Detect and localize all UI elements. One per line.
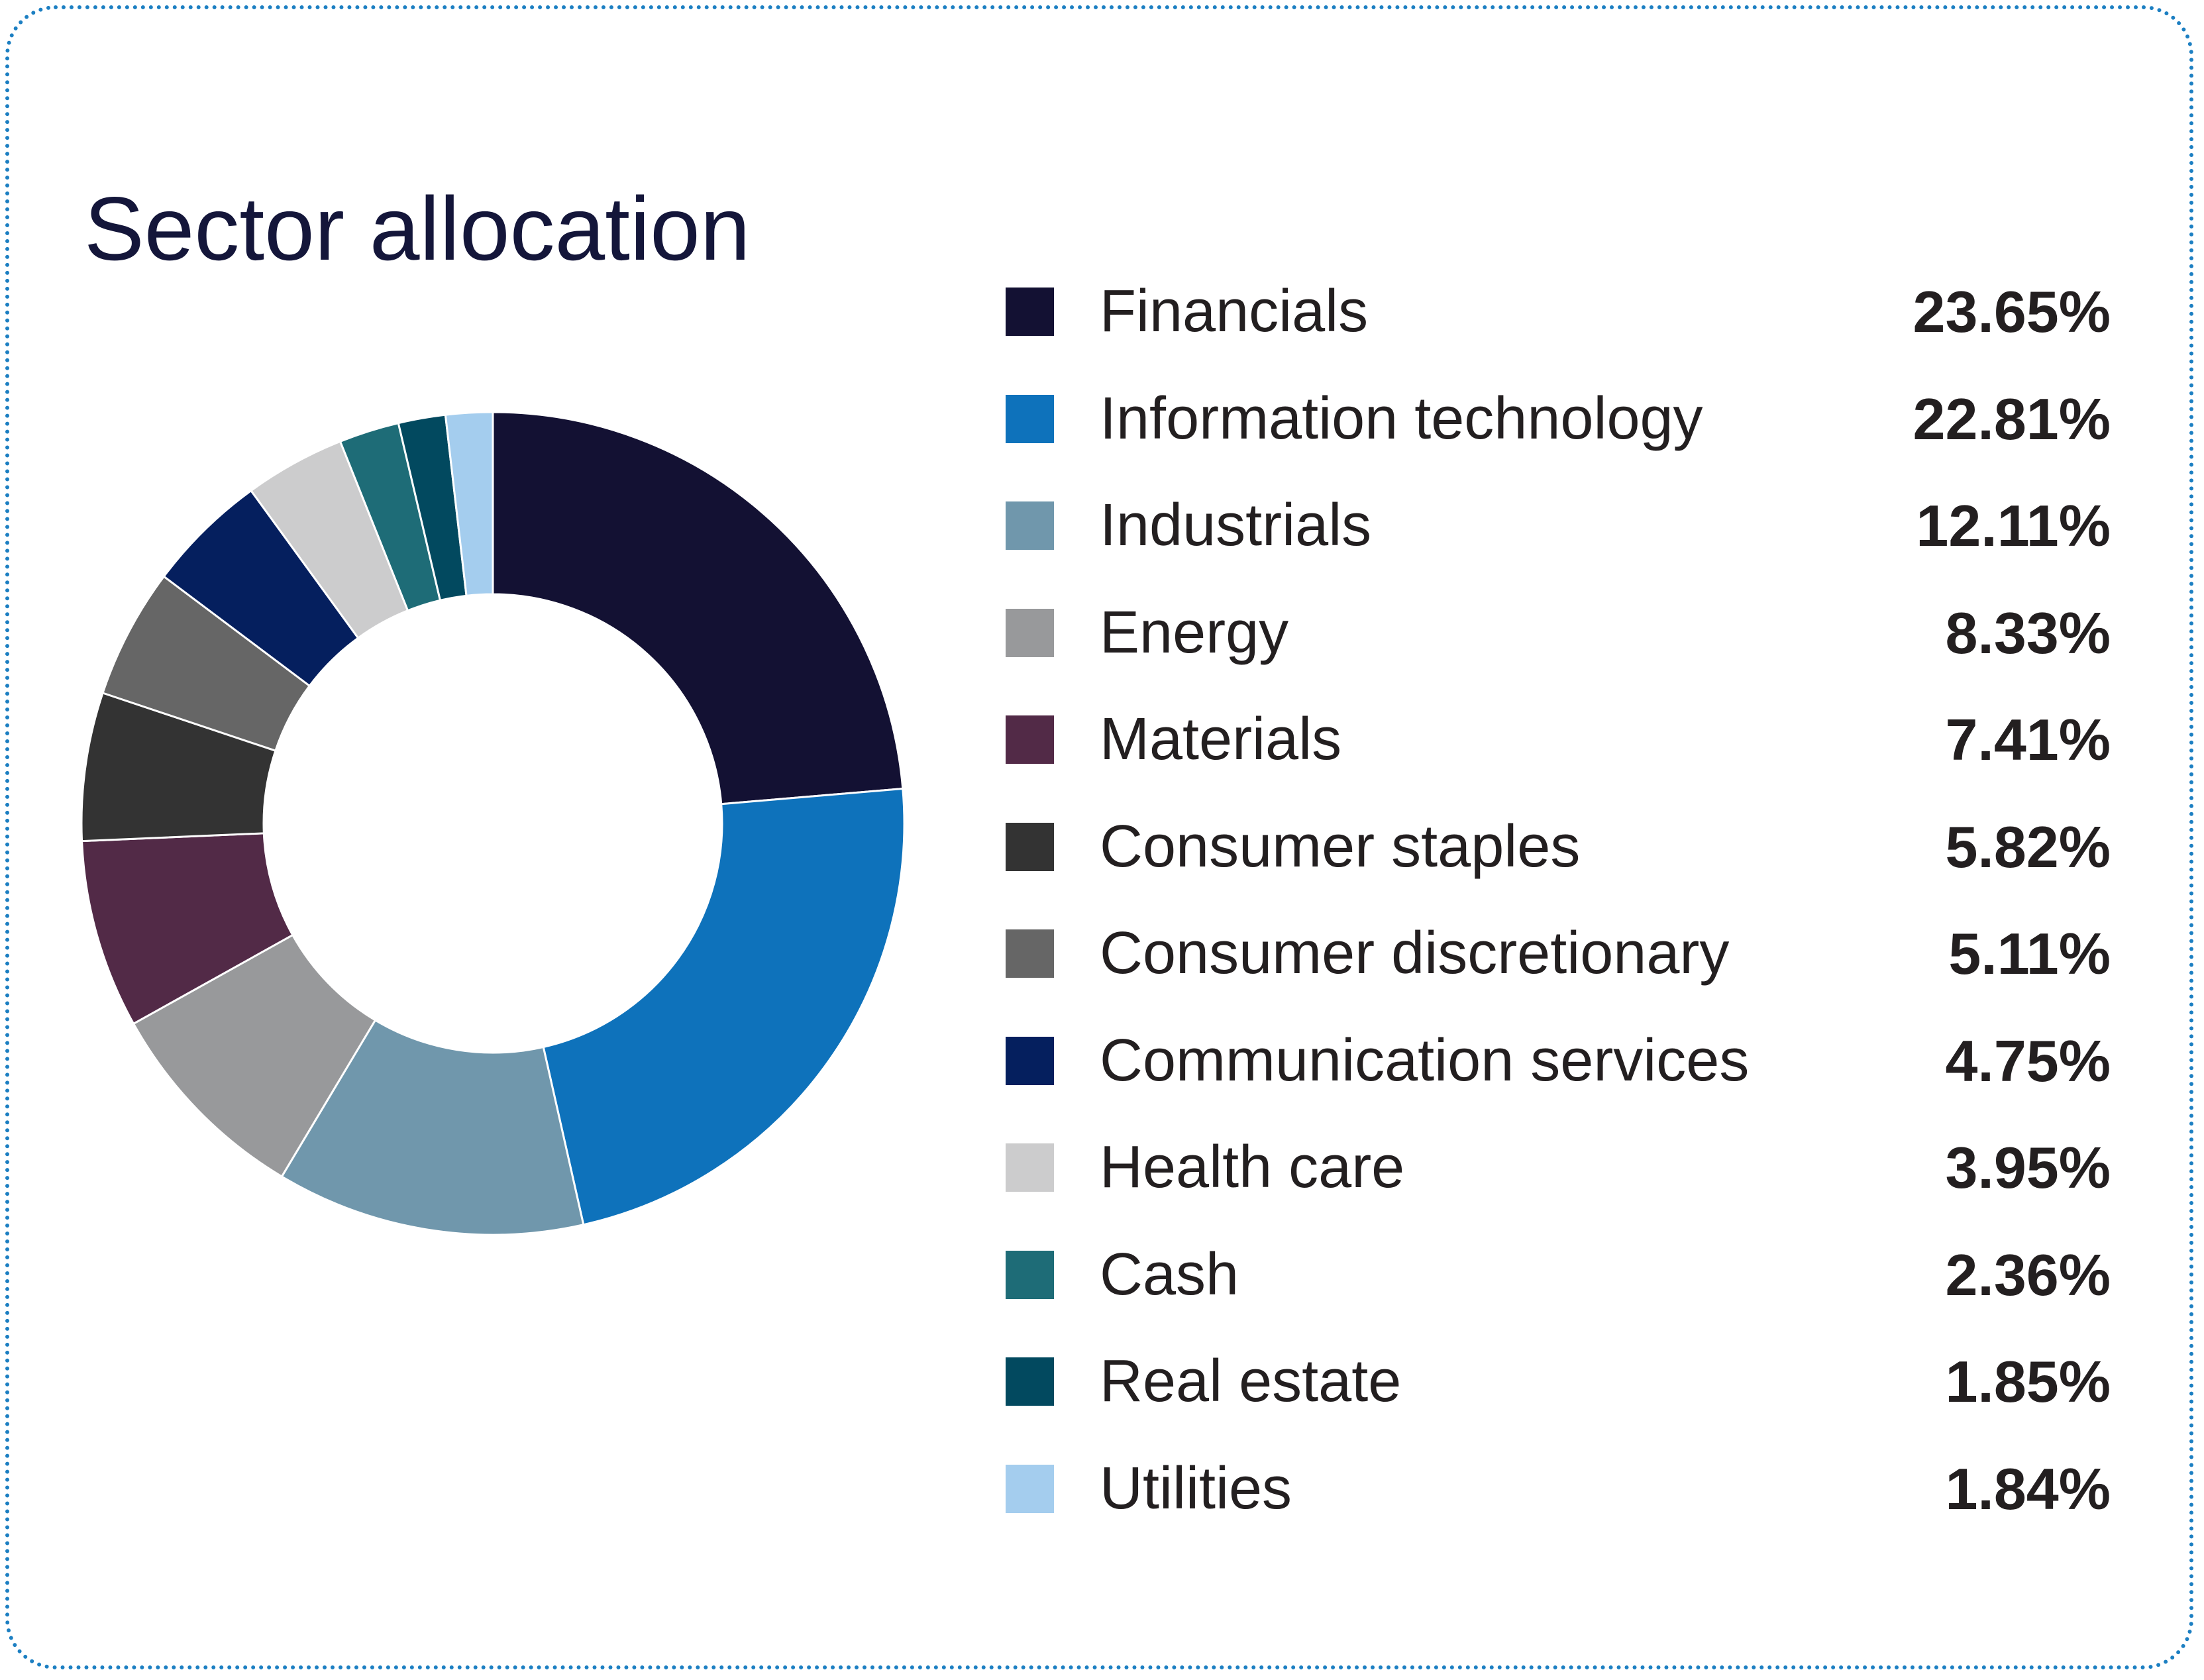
legend-label: Real estate <box>1100 1348 1402 1414</box>
legend-value: 22.81% <box>1913 386 2111 452</box>
legend-item-health-care: Health care 3.95% <box>1006 1124 2111 1231</box>
legend-value: 12.11% <box>1916 493 2111 558</box>
legend-swatch <box>1006 394 1054 443</box>
legend-value: 1.85% <box>1945 1349 2111 1414</box>
legend-swatch <box>1006 1357 1054 1406</box>
legend-item-industrials: Industrials 12.11% <box>1006 482 2111 589</box>
legend-item-real-estate: Real estate 1.85% <box>1006 1338 2111 1445</box>
legend-swatch <box>1006 929 1054 978</box>
chart-title: Sector allocation <box>84 178 751 279</box>
legend-label: Consumer staples <box>1100 813 1581 880</box>
legend-swatch <box>1006 501 1054 550</box>
legend-value: 5.82% <box>1945 814 2111 880</box>
legend-value: 1.84% <box>1945 1455 2111 1522</box>
legend-value: 8.33% <box>1945 600 2111 666</box>
legend-item-materials: Materials 7.41% <box>1006 696 2111 803</box>
legend-item-communication-services: Communication services 4.75% <box>1006 1017 2111 1124</box>
legend-item-energy: Energy 8.33% <box>1006 589 2111 696</box>
legend-label: Energy <box>1100 599 1289 666</box>
legend-value: 2.36% <box>1945 1241 2111 1308</box>
legend-value: 7.41% <box>1945 707 2111 772</box>
legend-label: Communication services <box>1100 1027 1750 1094</box>
legend-value: 4.75% <box>1945 1027 2111 1094</box>
legend-item-information-technology: Information technology 22.81% <box>1006 375 2111 482</box>
legend-value: 5.11% <box>1948 921 2111 986</box>
legend-label: Financials <box>1100 278 1369 344</box>
legend-swatch <box>1006 608 1054 657</box>
legend-label: Utilities <box>1100 1455 1292 1522</box>
legend-swatch <box>1006 1250 1054 1299</box>
legend-swatch <box>1006 1036 1054 1085</box>
legend-label: Industrials <box>1100 492 1372 558</box>
chart-legend: Financials 23.65% Information technology 22… <box>1006 268 2111 1551</box>
legend-item-utilities: Utilities 1.84% <box>1006 1445 2111 1552</box>
legend-label: Cash <box>1100 1241 1239 1308</box>
chart-card <box>5 5 2193 1669</box>
legend-swatch <box>1006 715 1054 764</box>
legend-item-consumer-discretionary: Consumer discretionary 5.11% <box>1006 910 2111 1017</box>
legend-swatch <box>1006 1143 1054 1192</box>
legend-item-financials: Financials 23.65% <box>1006 268 2111 375</box>
legend-item-cash: Cash 2.36% <box>1006 1231 2111 1338</box>
legend-label: Health care <box>1100 1134 1405 1200</box>
legend-value: 3.95% <box>1945 1135 2111 1200</box>
legend-swatch <box>1006 288 1054 336</box>
legend-label: Information technology <box>1100 385 1703 452</box>
legend-swatch <box>1006 1464 1054 1513</box>
legend-swatch <box>1006 822 1054 871</box>
legend-label: Materials <box>1100 706 1342 772</box>
legend-value: 23.65% <box>1913 279 2111 344</box>
legend-label: Consumer discretionary <box>1100 920 1730 986</box>
legend-item-consumer-staples: Consumer staples 5.82% <box>1006 803 2111 910</box>
